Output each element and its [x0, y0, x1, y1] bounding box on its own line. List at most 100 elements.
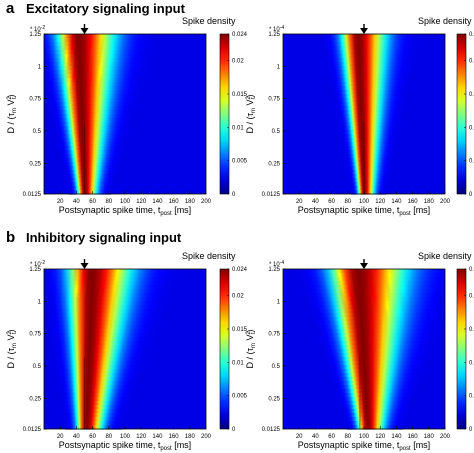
- heatmap-row-b-left: [44, 273, 179, 278]
- x-tick-label-b-left: 180: [185, 434, 196, 440]
- colorbar-b-right: [456, 268, 467, 430]
- heatmap-row-b-left: [44, 281, 176, 286]
- heatmap-row-a-right: [331, 86, 409, 91]
- heatmap-row-b-left: [45, 305, 167, 310]
- heatmap-row-a-left: [54, 130, 130, 135]
- colorbar-title-a-left: Spike density: [182, 16, 236, 26]
- heatmap-row-b-left: [44, 277, 178, 282]
- heatmap-row-a-left: [60, 154, 123, 159]
- x-tick-label-a-right: 160: [408, 199, 419, 205]
- y-axis-label-a-right: D / (τm V2t): [245, 94, 257, 133]
- heatmap-row-a-left: [44, 46, 155, 51]
- y-tick-label-b-left: 0.25: [29, 396, 41, 402]
- y-axis-label-b-left: D / (τm V2t): [6, 329, 18, 368]
- y-tick-label-b-left: 1.25: [29, 267, 41, 273]
- heatmap-row-b-left: [44, 297, 170, 302]
- heatmap-row-b-right: [338, 401, 413, 406]
- heatmap-row-b-right: [309, 313, 445, 318]
- colorbar-tick-label-a-right: 0.015: [469, 92, 474, 98]
- y-tick-label-a-right: 0.75: [268, 97, 280, 103]
- heatmap-row-b-left: [46, 313, 164, 318]
- heatmap-row-b-left: [44, 269, 181, 274]
- x-tick-label-a-right: 120: [375, 199, 386, 205]
- heatmap-row-b-left: [45, 309, 166, 314]
- colorbar-tick-label-b-right: 0.024: [469, 267, 474, 273]
- heatmap-row-b-right: [315, 329, 441, 334]
- x-tick-label-b-left: 200: [201, 434, 212, 440]
- heatmap-row-a-left: [62, 162, 120, 167]
- x-tick-label-a-right: 180: [424, 199, 435, 205]
- heatmap-row-b-left: [47, 317, 163, 322]
- colorbar-tick-label-b-left: 0: [232, 427, 236, 433]
- panel-title-a: Excitatory signaling input: [26, 1, 186, 16]
- heatmap-row-b-left: [65, 425, 122, 430]
- heatmap-row-a-right: [328, 70, 413, 75]
- x-tick-label-b-right: 40: [312, 434, 319, 440]
- x-tick-label-b-left: 80: [105, 434, 112, 440]
- heatmap-row-a-right: [322, 42, 419, 47]
- x-tick-label-a-left: 140: [152, 199, 163, 205]
- heatmap-row-a-right: [347, 174, 390, 179]
- heatmap-row-b-right: [295, 269, 445, 274]
- heatmap-row-a-left: [45, 94, 141, 99]
- heatmap-row-a-left: [44, 66, 149, 71]
- y-tick-label-a-left: 1.25: [29, 32, 41, 38]
- x-tick-label-a-left: 60: [89, 199, 96, 205]
- heatmap-row-a-right: [333, 98, 407, 103]
- heatmap-row-a-right: [347, 170, 391, 175]
- heatmap-row-b-right: [326, 365, 427, 370]
- heatmap-row-a-left: [68, 190, 112, 195]
- heatmap-row-a-right: [348, 178, 389, 183]
- x-axis-label-a-left: Postsynaptic spike time, tpost [ms]: [59, 205, 191, 217]
- x-axis-label-b-left: Postsynaptic spike time, tpost [ms]: [59, 440, 191, 452]
- x-tick-label-b-right: 60: [328, 434, 335, 440]
- heatmap-row-b-left: [60, 393, 134, 398]
- heatmap-row-a-left: [64, 170, 118, 175]
- heatmap-row-b-left: [48, 325, 160, 330]
- panel-letter-a: a: [6, 0, 15, 17]
- heatmap-row-b-left: [51, 341, 154, 346]
- heatmap-row-b-right: [300, 285, 445, 290]
- colorbar-tick-label-b-right: 0.005: [469, 394, 474, 400]
- heatmap-row-a-right: [325, 54, 416, 59]
- heatmap-row-b-right: [297, 277, 445, 282]
- heatmap-row-a-right: [344, 158, 394, 163]
- y-tick-label-b-right: 0.75: [268, 332, 280, 338]
- heatmap-row-a-right: [329, 78, 411, 83]
- heatmap-row-b-right: [332, 381, 421, 386]
- heatmap-row-a-left: [44, 86, 143, 91]
- colorbar-title-b-left: Spike density: [182, 251, 236, 261]
- heatmap-row-b-left: [44, 285, 175, 290]
- y-tick-label-b-left: 0.0125: [23, 427, 42, 433]
- colorbar-title-a-right: Spike density: [418, 16, 472, 26]
- y-tick-label-a-right: 1: [277, 64, 281, 70]
- heatmap-row-b-left: [56, 373, 142, 378]
- x-tick-label-b-right: 200: [440, 434, 451, 440]
- heatmap-row-b-left: [55, 365, 145, 370]
- heatmap-row-b-right: [313, 325, 443, 330]
- colorbar-tick-label-a-right: 0.01: [469, 125, 474, 131]
- y-tick-label-b-right: 1: [277, 299, 281, 305]
- y-tick-label-b-left: 0.5: [33, 364, 42, 370]
- colorbar-tick-label-b-left: 0.015: [232, 327, 248, 333]
- colorbar-tick-label-a-right: 0: [469, 192, 473, 198]
- x-tick-label-b-right: 120: [375, 434, 386, 440]
- heatmap-row-b-left: [64, 417, 125, 422]
- heatmap-row-b-left: [44, 301, 169, 306]
- colorbar-a-right: [456, 33, 467, 195]
- heatmap-row-b-left: [53, 353, 149, 358]
- colorbar-tick-label-a-right: 0.005: [469, 159, 474, 165]
- heatmap-row-b-right: [322, 353, 432, 358]
- colorbar-tick-label-b-right: 0.01: [469, 360, 474, 366]
- heatmap-row-a-left: [59, 150, 124, 155]
- y-tick-label-a-right: 0.25: [268, 161, 280, 167]
- heatmap-row-a-right: [334, 106, 405, 111]
- colorbar-a-left: [219, 33, 230, 195]
- heatmap-row-b-right: [317, 337, 438, 342]
- heatmap-row-b-right: [320, 345, 435, 350]
- x-tick-label-b-left: 120: [136, 434, 147, 440]
- heatmap-row-a-left: [66, 178, 115, 183]
- heatmap-row-a-left: [51, 118, 133, 123]
- x-tick-label-a-right: 200: [440, 199, 451, 205]
- heatmap-row-a-left: [44, 78, 145, 83]
